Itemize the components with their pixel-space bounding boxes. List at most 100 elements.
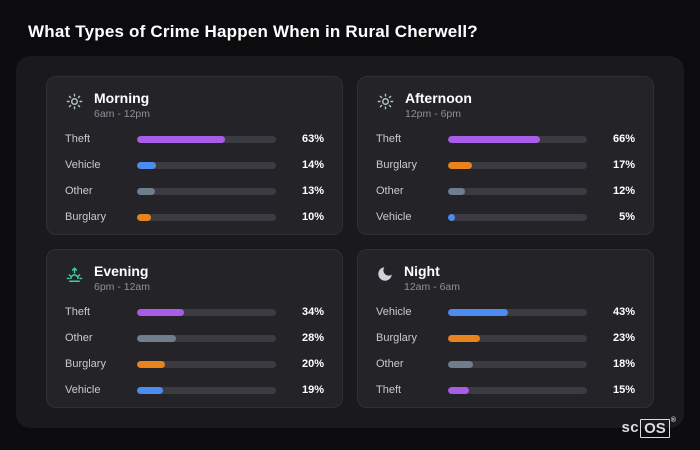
- bar-track: [137, 308, 276, 316]
- crime-label: Vehicle: [65, 384, 101, 396]
- bar-fill: [137, 360, 165, 368]
- bar-track: [137, 213, 276, 221]
- sun-icon: [65, 92, 84, 111]
- logo-boxed: OS: [640, 419, 670, 438]
- card-subtitle: 12am - 6am: [404, 281, 461, 293]
- bar-row: Theft 15%: [376, 384, 635, 396]
- bar-row: Burglary 10%: [65, 211, 324, 223]
- bar-track: [448, 308, 587, 316]
- card-title: Night: [404, 263, 440, 279]
- bar-fill: [448, 334, 480, 342]
- bar-fill: [137, 334, 176, 342]
- crime-label: Burglary: [65, 358, 106, 370]
- scos-logo: sc OS ®: [621, 417, 676, 438]
- bar-track: [137, 386, 276, 394]
- crime-label: Theft: [65, 306, 91, 318]
- bar-row: Burglary 23%: [376, 332, 635, 344]
- sun-icon: [376, 92, 395, 111]
- crime-label: Theft: [65, 133, 91, 145]
- percent-label: 14%: [301, 159, 324, 171]
- card-title: Afternoon: [405, 90, 472, 106]
- bar-track: [137, 135, 276, 143]
- time-card-night: Night 12am - 6am Vehicle 43% Burglary 23…: [357, 249, 654, 408]
- bar-track: [137, 161, 276, 169]
- bar-row: Vehicle 5%: [376, 211, 635, 223]
- percent-label: 12%: [612, 185, 635, 197]
- bar-track: [448, 386, 587, 394]
- crime-label: Burglary: [376, 159, 417, 171]
- percent-label: 15%: [612, 384, 635, 396]
- percent-label: 20%: [301, 358, 324, 370]
- crime-label: Theft: [376, 384, 402, 396]
- bar-rows: Vehicle 43% Burglary 23% Other 18% Theft…: [376, 306, 635, 396]
- page-title: What Types of Crime Happen When in Rural…: [28, 22, 478, 41]
- bar-rows: Theft 66% Burglary 17% Other 12% Vehicle…: [376, 133, 635, 223]
- card-subtitle: 6am - 12pm: [94, 108, 151, 120]
- time-card-morning: Morning 6am - 12pm Theft 63% Vehicle 14%…: [46, 76, 343, 235]
- bar-fill: [448, 308, 508, 316]
- crime-label: Other: [65, 332, 93, 344]
- bar-row: Theft 66%: [376, 133, 635, 145]
- card-subtitle: 12pm - 6pm: [405, 108, 462, 120]
- percent-label: 19%: [301, 384, 324, 396]
- card-header: Evening 6pm - 12am: [65, 263, 324, 293]
- bar-fill: [448, 135, 540, 143]
- crime-dashboard-panel: Morning 6am - 12pm Theft 63% Vehicle 14%…: [16, 56, 684, 428]
- percent-label: 17%: [612, 159, 635, 171]
- crime-label: Vehicle: [376, 306, 412, 318]
- bar-row: Other 28%: [65, 332, 324, 344]
- bar-fill: [137, 386, 164, 394]
- time-card-afternoon: Afternoon 12pm - 6pm Theft 66% Burglary …: [357, 76, 654, 235]
- percent-label: 28%: [301, 332, 324, 344]
- bar-rows: Theft 34% Other 28% Burglary 20% Vehicle…: [65, 306, 324, 396]
- percent-label: 34%: [301, 306, 324, 318]
- crime-label: Vehicle: [65, 159, 101, 171]
- bar-row: Theft 34%: [65, 306, 324, 318]
- percent-label: 23%: [612, 332, 635, 344]
- card-title: Evening: [94, 263, 149, 279]
- percent-label: 18%: [612, 358, 635, 370]
- percent-label: 63%: [301, 133, 324, 145]
- bar-track: [137, 187, 276, 195]
- bar-row: Burglary 20%: [65, 358, 324, 370]
- bar-track: [448, 161, 587, 169]
- crime-label: Vehicle: [376, 211, 412, 223]
- card-subtitle: 6pm - 12am: [94, 281, 151, 293]
- bar-row: Vehicle 19%: [65, 384, 324, 396]
- bar-fill: [448, 161, 472, 169]
- card-header-text: Morning 6am - 12pm: [94, 90, 150, 120]
- bar-fill: [137, 161, 157, 169]
- card-header-text: Evening 6pm - 12am: [94, 263, 150, 293]
- bar-fill: [137, 213, 151, 221]
- bar-track: [137, 334, 276, 342]
- bar-row: Other 13%: [65, 185, 324, 197]
- percent-label: 5%: [619, 211, 635, 223]
- bar-row: Burglary 17%: [376, 159, 635, 171]
- bar-track: [448, 334, 587, 342]
- bar-track: [448, 213, 587, 221]
- bar-row: Vehicle 14%: [65, 159, 324, 171]
- sunset-icon: [65, 265, 84, 284]
- percent-label: 13%: [301, 185, 324, 197]
- card-header-text: Afternoon 12pm - 6pm: [405, 90, 472, 120]
- percent-label: 10%: [301, 211, 324, 223]
- bar-fill: [137, 187, 156, 195]
- bar-row: Theft 63%: [65, 133, 324, 145]
- card-header: Afternoon 12pm - 6pm: [376, 90, 635, 120]
- bar-fill: [448, 213, 455, 221]
- time-card-evening: Evening 6pm - 12am Theft 34% Other 28% B…: [46, 249, 343, 408]
- bar-track: [137, 360, 276, 368]
- card-header: Night 12am - 6am: [376, 263, 635, 293]
- bar-track: [448, 187, 587, 195]
- bar-row: Other 12%: [376, 185, 635, 197]
- crime-label: Other: [376, 358, 404, 370]
- bar-track: [448, 360, 587, 368]
- bar-row: Other 18%: [376, 358, 635, 370]
- bar-fill: [448, 386, 469, 394]
- crime-label: Burglary: [65, 211, 106, 223]
- crime-label: Burglary: [376, 332, 417, 344]
- crime-label: Other: [65, 185, 93, 197]
- bar-rows: Theft 63% Vehicle 14% Other 13% Burglary…: [65, 133, 324, 223]
- bar-fill: [448, 360, 474, 368]
- bar-fill: [137, 135, 225, 143]
